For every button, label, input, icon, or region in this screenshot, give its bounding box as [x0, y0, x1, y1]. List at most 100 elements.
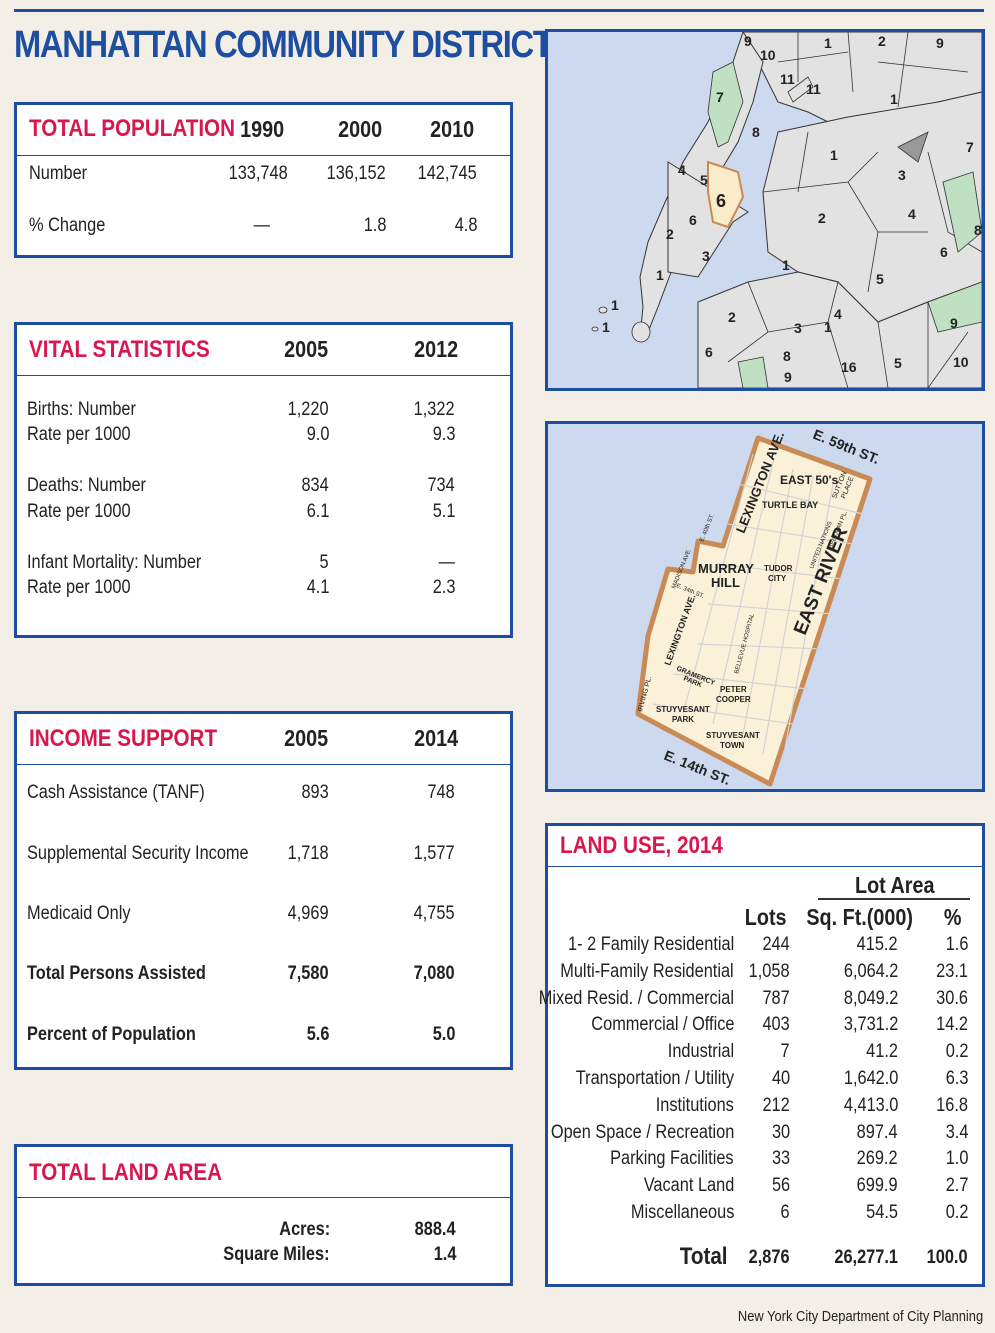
district-number: 4	[908, 206, 916, 222]
queens-boundaries	[762, 131, 982, 293]
row-label: % Change	[29, 215, 106, 236]
brooklyn-green	[737, 356, 769, 388]
row-label: Medicaid Only	[27, 903, 131, 924]
top-rule	[14, 9, 984, 12]
overview-map: 9 10 11 11 7 8 4 5 6 2 3 1 1 2 9 1 1 3 4 7 8 2 1 5 6 9 10 5 16 3 4 2 6 8 9…	[545, 29, 985, 391]
land-use-percent: 30.6	[936, 987, 968, 1009]
district-number: 2	[666, 226, 674, 242]
cell: 4,969	[288, 903, 329, 924]
land-use-row-label: Open Space / Recreation	[550, 1121, 734, 1143]
land-use-row-label: 1- 2 Family Residential	[567, 934, 734, 955]
murray-label: MURRAY	[698, 561, 754, 576]
district-number: 6	[689, 212, 697, 228]
land-use-sqft: 699.9	[857, 1175, 898, 1197]
district-number: 5	[700, 172, 708, 188]
cell: 888.4	[415, 1219, 456, 1240]
cell: 4.8	[454, 215, 477, 236]
vital-statistics-panel: VITAL STATISTICS 2005 2012 Births: Numbe…	[14, 322, 513, 638]
land-use-lots: 6	[780, 1202, 790, 1223]
land-use-sqft: 3,731.2	[843, 1014, 898, 1036]
cell: 1,718	[288, 843, 329, 864]
cell: 5.1	[432, 501, 455, 522]
turtle-bay-label: TURTLE BAY	[762, 500, 818, 510]
land-area-panel: TOTAL LAND AREA Acres: 888.4 Square Mile…	[14, 1144, 513, 1286]
income-support-panel: INCOME SUPPORT 2005 2014 Cash Assistance…	[14, 711, 513, 1070]
total-percent: 100.0	[927, 1247, 968, 1268]
district-number: 3	[898, 167, 906, 183]
row-label: Square Miles:	[223, 1244, 330, 1265]
district-number: 6	[940, 244, 948, 260]
district-number: 8	[752, 124, 760, 140]
land-area-title: TOTAL LAND AREA	[29, 1159, 223, 1186]
land-use-sqft: 41.2	[866, 1041, 898, 1063]
cell: 4.1	[306, 577, 329, 598]
highlight-label: 6	[716, 191, 726, 211]
district-number: 1	[824, 319, 832, 335]
cell: 5.6	[306, 1024, 329, 1045]
row-label: Deaths: Number	[27, 475, 146, 496]
land-use-sqft: 8,049.2	[843, 987, 898, 1009]
col-2012: 2012	[413, 336, 458, 362]
vital-header	[17, 325, 510, 376]
district-number: 5	[894, 355, 902, 371]
district-6-highlight	[707, 160, 745, 229]
land-use-sqft: 4,413.0	[843, 1094, 898, 1116]
cell: 748	[427, 782, 455, 803]
cell: 9.0	[306, 424, 329, 445]
land-use-lots: 56	[771, 1175, 790, 1197]
district-number: 8	[974, 222, 982, 238]
col-2005: 2005	[283, 725, 328, 751]
cell: —	[438, 552, 455, 573]
income-header	[17, 714, 510, 765]
land-use-row-label: Commercial / Office	[590, 1014, 734, 1036]
row-label: Rate per 1000	[27, 577, 131, 598]
total-sqft: 26,277.1	[834, 1247, 898, 1268]
district-number: 10	[953, 354, 969, 370]
total-label: Total	[680, 1243, 728, 1270]
income-title: INCOME SUPPORT	[29, 725, 218, 752]
land-use-row-label: Mixed Resid. / Commercial	[538, 987, 734, 1009]
col-2005: 2005	[283, 336, 328, 362]
population-header	[17, 105, 510, 156]
land-use-percent: 3.4	[945, 1121, 968, 1143]
cell: 7,080	[414, 963, 455, 984]
land-use-title: LAND USE, 2014	[560, 832, 723, 859]
land-use-percent: 6.3	[945, 1068, 968, 1089]
land-use-row-label: Multi-Family Residential	[560, 960, 734, 982]
district-number: 16	[841, 359, 857, 375]
district-number: 2	[728, 309, 736, 325]
tudor-label: TUDOR	[764, 564, 793, 573]
district-number: 1	[830, 147, 838, 163]
district-outline	[635, 435, 873, 787]
land-use-row-label: Vacant Land	[643, 1175, 734, 1197]
district-number: 6	[705, 344, 713, 360]
land-use-row-label: Miscellaneous	[630, 1202, 734, 1223]
population-panel: TOTAL POPULATION 1990 2000 2010 Number 1…	[14, 102, 513, 258]
row-label: Rate per 1000	[27, 501, 131, 522]
district-number: 7	[716, 89, 724, 105]
murray-hill-label: HILL	[711, 575, 740, 590]
district-number: 11	[780, 71, 795, 87]
land-use-header	[548, 826, 982, 867]
cell: 6.1	[306, 501, 329, 522]
land-use-percent: 1.6	[945, 934, 968, 955]
cell: 1,220	[288, 399, 329, 420]
cell: 2.3	[432, 577, 455, 598]
island	[598, 306, 608, 314]
land-use-sqft: 269.2	[857, 1148, 898, 1170]
peter-label: PETER	[720, 685, 747, 694]
cell: 893	[301, 782, 329, 803]
cell: 1,322	[414, 399, 455, 420]
randalls-island	[787, 76, 814, 103]
land-use-lots: 7	[780, 1041, 790, 1063]
land-use-percent: 0.2	[945, 1202, 968, 1223]
district-number: 4	[678, 162, 686, 178]
district-number: 9	[784, 369, 792, 385]
col-2014: 2014	[413, 725, 458, 751]
cell: 9.3	[432, 424, 455, 445]
land-use-percent: 0.2	[945, 1041, 968, 1063]
land-use-lots: 1,058	[749, 960, 790, 982]
stuyvesant-park-label: STUYVESANT	[656, 705, 710, 714]
land-use-lots: 403	[762, 1014, 790, 1036]
